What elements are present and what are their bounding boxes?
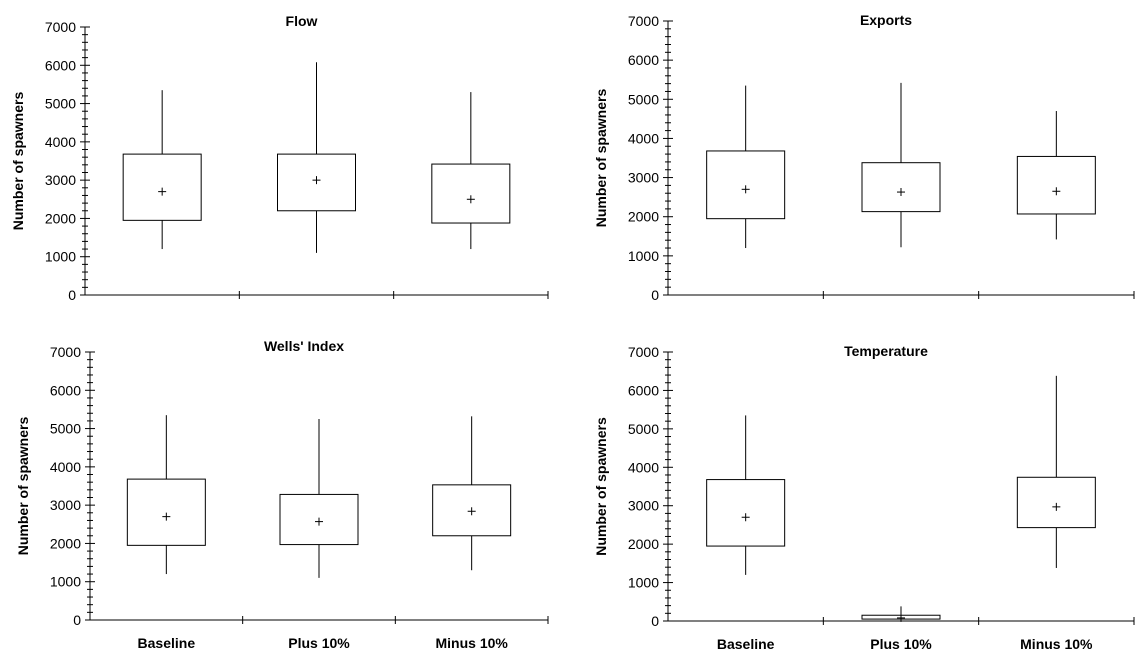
box-iqr [431, 163, 511, 224]
x-category-label: Baseline [717, 636, 775, 652]
chart-title: Wells' Index [264, 338, 344, 354]
y-tick-label: 0 [68, 287, 76, 303]
y-tick-label: 0 [73, 612, 81, 628]
box-iqr [122, 153, 202, 221]
y-tick-label: 4000 [45, 134, 76, 150]
y-tick-label: 1000 [45, 249, 76, 265]
y-tick-label: 5000 [628, 91, 659, 107]
x-category-label: Minus 10% [1020, 636, 1093, 652]
y-tick-label: 2000 [50, 535, 81, 551]
chart-title: Exports [860, 12, 912, 28]
y-axis-label: Number of spawners [593, 417, 609, 556]
y-tick-label: 2000 [628, 536, 659, 552]
box-minus-10- [431, 92, 511, 250]
box-iqr [1016, 476, 1096, 529]
y-axis-label: Number of spawners [15, 417, 31, 556]
box-baseline [706, 415, 786, 575]
box-iqr [1016, 155, 1096, 215]
y-tick-label: 1000 [628, 575, 659, 591]
box-iqr [706, 150, 786, 220]
y-tick-label: 3000 [628, 498, 659, 514]
y-tick-label: 3000 [628, 170, 659, 186]
box-iqr [706, 479, 786, 547]
y-tick-label: 2000 [628, 209, 659, 225]
y-tick-label: 3000 [45, 172, 76, 188]
y-axis-label: Number of spawners [593, 89, 609, 228]
y-tick-label: 5000 [628, 421, 659, 437]
y-tick-label: 4000 [628, 130, 659, 146]
y-tick-label: 6000 [50, 382, 81, 398]
box-plus-10- [861, 606, 941, 622]
y-tick-label: 7000 [50, 344, 81, 360]
y-tick-label: 2000 [45, 210, 76, 226]
box-plus-10- [861, 82, 941, 248]
y-tick-label: 1000 [628, 248, 659, 264]
y-tick-label: 0 [651, 287, 659, 303]
y-tick-label: 4000 [628, 459, 659, 475]
box-minus-10- [1016, 111, 1096, 240]
chart-panel-2: 0 1000 2000 3000 4000 5000 6000 7000 Exports Numb… [593, 12, 1135, 303]
chart-panel-1: 0 1000 2000 3000 4000 5000 6000 7000 Flow Number … [10, 13, 549, 303]
y-tick-label: 0 [651, 613, 659, 629]
y-tick-label: 3000 [50, 497, 81, 513]
y-tick-label: 6000 [628, 382, 659, 398]
x-category-label: Baseline [138, 635, 196, 651]
y-tick-label: 1000 [50, 574, 81, 590]
chart-title: Temperature [844, 343, 928, 359]
box-plus-10- [279, 419, 359, 578]
y-tick-label: 6000 [628, 52, 659, 68]
chart-panel-3: 0 1000 2000 3000 4000 5000 6000 7000 Wells' Inde… [15, 338, 549, 651]
y-tick-label: 4000 [50, 459, 81, 475]
x-category-label: Minus 10% [435, 635, 508, 651]
x-category-label: Plus 10% [288, 635, 350, 651]
box-plus-10- [277, 62, 356, 253]
chart-panel-4: 0 1000 2000 3000 4000 5000 6000 7000 Temperature… [593, 343, 1135, 652]
box-minus-10- [432, 416, 512, 571]
box-iqr [861, 162, 941, 213]
box-baseline [122, 90, 202, 250]
box-baseline [706, 85, 786, 249]
y-tick-label: 5000 [50, 421, 81, 437]
y-axis-label: Number of spawners [10, 92, 26, 231]
y-tick-label: 6000 [45, 57, 76, 73]
y-tick-label: 7000 [45, 19, 76, 35]
box-baseline [126, 415, 206, 575]
box-minus-10- [1016, 375, 1096, 568]
y-tick-label: 7000 [628, 13, 659, 29]
chart-title: Flow [286, 13, 318, 29]
y-tick-label: 7000 [628, 344, 659, 360]
x-category-label: Plus 10% [870, 636, 932, 652]
box-iqr [126, 478, 206, 546]
y-tick-label: 5000 [45, 96, 76, 112]
